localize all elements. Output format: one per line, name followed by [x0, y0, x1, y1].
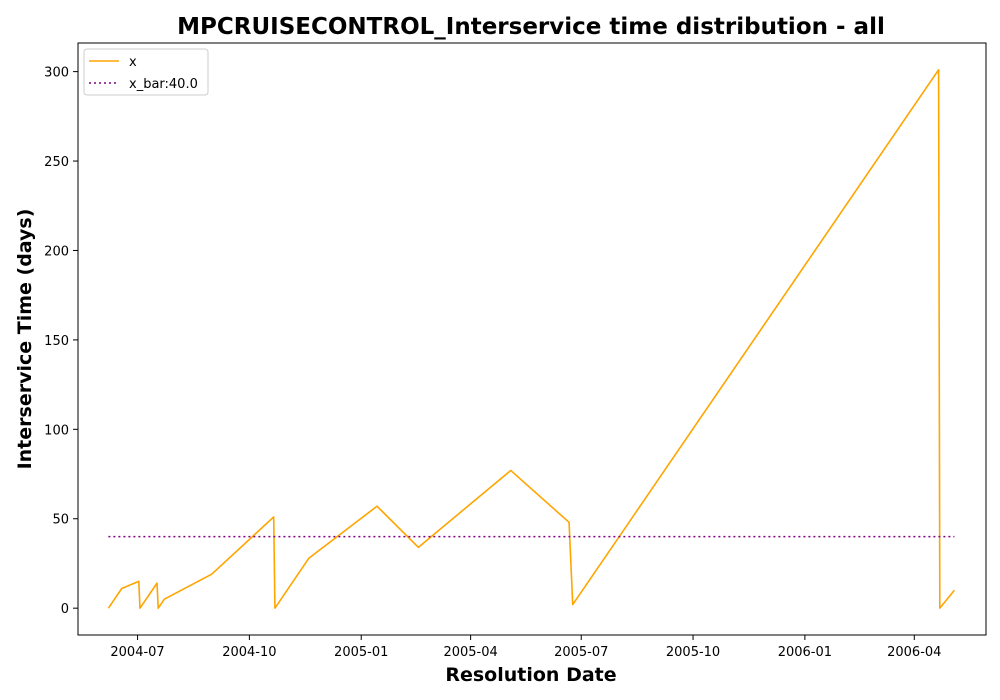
- x-tick-label: 2006-04: [887, 645, 941, 660]
- x-tick-label: 2005-01: [334, 645, 388, 660]
- y-tick-label: 0: [61, 602, 69, 617]
- y-tick-label: 200: [44, 244, 69, 259]
- y-tick-label: 250: [44, 155, 69, 170]
- x-axis-title: Resolution Date: [445, 664, 616, 686]
- y-tick-label: 100: [44, 423, 69, 438]
- y-axis-title: Interservice Time (days): [14, 209, 36, 470]
- y-axis: 0 50 100 150 200 250 300: [44, 66, 78, 617]
- y-tick-label: 150: [44, 334, 69, 349]
- x-tick-label: 2004-07: [110, 645, 164, 660]
- series-layer: [107, 69, 956, 609]
- chart-title: MPCRUISECONTROL_Interservice time distri…: [177, 14, 885, 40]
- legend-label: x: [129, 55, 137, 70]
- y-tick-label: 300: [44, 66, 69, 81]
- series-x-line: [107, 69, 956, 609]
- x-tick-label: 2005-10: [666, 645, 720, 660]
- plot-area: [77, 42, 987, 636]
- legend: x x_bar:40.0: [83, 48, 209, 96]
- y-tick-label: 50: [52, 513, 69, 528]
- x-axis: 2004-07 2004-10 2005-01 2005-04 2005-07 2005-…: [110, 635, 941, 660]
- x-tick-label: 2006-01: [778, 645, 832, 660]
- x-tick-label: 2004-10: [222, 645, 276, 660]
- x-tick-label: 2005-04: [443, 645, 497, 660]
- legend-label: x_bar:40.0: [129, 77, 198, 92]
- x-tick-label: 2005-07: [554, 645, 608, 660]
